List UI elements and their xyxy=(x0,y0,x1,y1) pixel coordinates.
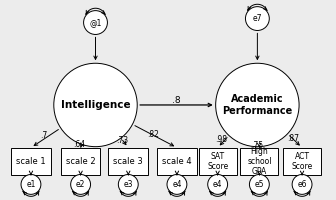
Text: e1: e1 xyxy=(26,180,36,189)
Text: e4: e4 xyxy=(172,180,182,189)
Circle shape xyxy=(246,7,269,30)
Circle shape xyxy=(71,174,90,194)
Circle shape xyxy=(249,174,269,194)
Text: e4: e4 xyxy=(213,180,222,189)
Text: e3: e3 xyxy=(124,180,133,189)
Bar xyxy=(241,148,278,175)
Circle shape xyxy=(84,11,108,34)
Text: .7: .7 xyxy=(40,131,47,140)
Text: .73: .73 xyxy=(117,136,129,145)
Text: ACT
Score: ACT Score xyxy=(291,152,313,171)
Text: scale 3: scale 3 xyxy=(114,157,143,166)
Text: e7: e7 xyxy=(253,14,262,23)
Circle shape xyxy=(208,174,227,194)
Text: .64: .64 xyxy=(73,140,85,149)
Bar xyxy=(109,148,148,175)
Text: e5: e5 xyxy=(255,180,264,189)
Text: e6: e6 xyxy=(297,180,307,189)
Text: .8: .8 xyxy=(172,96,181,105)
Circle shape xyxy=(292,174,312,194)
Bar xyxy=(61,148,100,175)
Text: .87: .87 xyxy=(287,134,299,143)
Text: scale 2: scale 2 xyxy=(66,157,95,166)
Circle shape xyxy=(216,63,299,147)
Bar xyxy=(199,148,237,175)
Text: SAT
Score: SAT Score xyxy=(207,152,228,171)
Text: .75: .75 xyxy=(251,141,263,150)
Bar xyxy=(283,148,321,175)
Circle shape xyxy=(167,174,187,194)
Text: scale 1: scale 1 xyxy=(16,157,46,166)
Circle shape xyxy=(21,174,41,194)
Text: .98: .98 xyxy=(215,135,227,144)
Text: .82: .82 xyxy=(147,130,159,139)
Bar xyxy=(157,148,197,175)
Text: High
school
GPA: High school GPA xyxy=(247,147,271,176)
Text: e2: e2 xyxy=(76,180,85,189)
Text: scale 4: scale 4 xyxy=(162,157,192,166)
Text: Intelligence: Intelligence xyxy=(61,100,130,110)
Text: @1: @1 xyxy=(89,18,102,27)
Circle shape xyxy=(54,63,137,147)
Text: Academic
Performance: Academic Performance xyxy=(222,94,293,116)
Bar xyxy=(11,148,51,175)
Circle shape xyxy=(118,174,138,194)
